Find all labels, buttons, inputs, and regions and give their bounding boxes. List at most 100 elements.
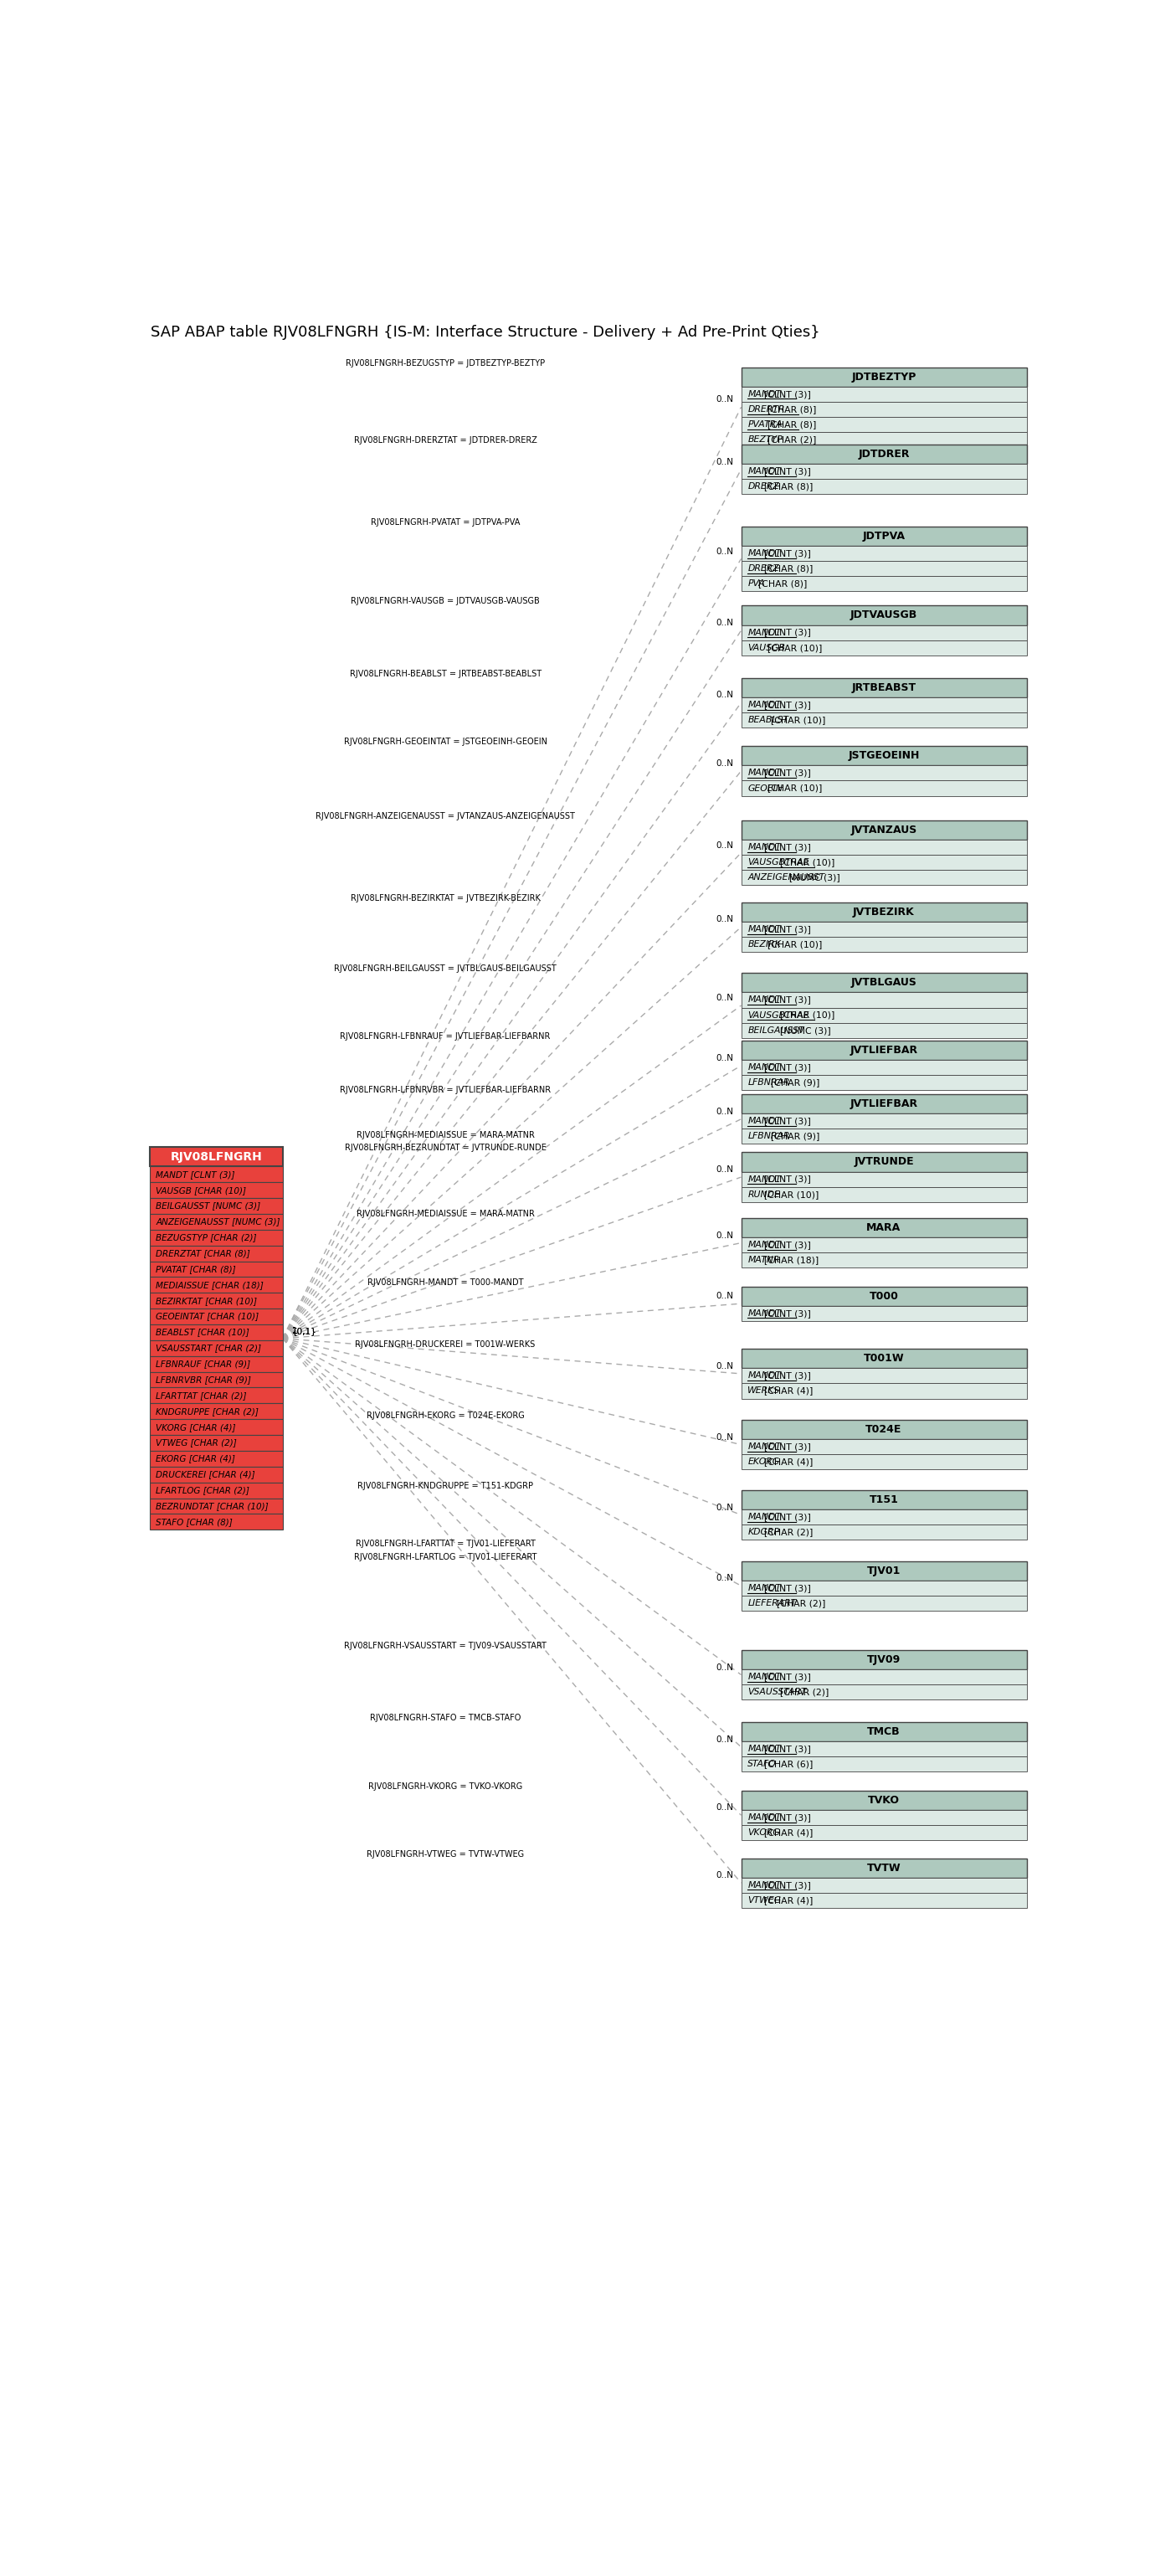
Bar [149,1167,283,1182]
Text: [CHAR (18)]: [CHAR (18)] [765,1257,819,1265]
Text: DRERZ: DRERZ [747,564,780,572]
Bar [149,1450,283,1466]
Text: RJV08LFNGRH-DRERZTAT = JDTDRER-DRERZ: RJV08LFNGRH-DRERZTAT = JDTDRER-DRERZ [353,435,537,446]
Bar [742,1440,1027,1455]
Bar [149,1324,283,1340]
Bar [742,922,1027,938]
Text: 0..N: 0..N [716,546,733,556]
Text: [CHAR (4)]: [CHAR (4)] [765,1386,813,1396]
Bar [149,1340,283,1355]
Bar [742,1151,1027,1172]
Text: 0..N: 0..N [716,1054,733,1061]
Text: VKORG [CHAR (4)]: VKORG [CHAR (4)] [156,1422,236,1432]
Bar [742,840,1027,855]
Text: MANDT: MANDT [747,1814,781,1821]
Text: VSAUSSTART: VSAUSSTART [747,1687,806,1695]
Text: {0,1}: {0,1} [292,1327,318,1334]
Text: MANDT: MANDT [747,549,781,556]
Text: MANDT: MANDT [747,1584,781,1592]
Text: LFBNRAR: LFBNRAR [747,1133,790,1141]
Text: [CLNT (3)]: [CLNT (3)] [765,629,811,636]
Text: [CLNT (3)]: [CLNT (3)] [765,1175,811,1182]
Text: MANDT: MANDT [747,1512,781,1522]
Bar [742,1061,1027,1074]
Bar [742,1669,1027,1685]
Text: VAUSGBTRAE: VAUSGBTRAE [747,858,810,866]
Text: [CLNT (3)]: [CLNT (3)] [765,1880,811,1888]
Bar [742,1350,1027,1368]
Bar [149,1419,283,1435]
Bar [149,1244,283,1262]
Bar [742,1489,1027,1510]
Text: [CLNT (3)]: [CLNT (3)] [765,997,811,1005]
Bar [149,1198,283,1213]
Text: [CLNT (3)]: [CLNT (3)] [765,549,811,556]
Text: 0..N: 0..N [716,1664,733,1672]
Text: [CHAR (10)]: [CHAR (10)] [780,858,835,866]
Bar [742,641,1027,654]
Text: [CHAR (8)]: [CHAR (8)] [768,420,817,428]
Text: MANDT: MANDT [747,389,781,399]
Text: 0..N: 0..N [716,760,733,768]
Text: VTWEG: VTWEG [747,1896,781,1904]
Text: RJV08LFNGRH-LFARTTAT = TJV01-LIEFERART: RJV08LFNGRH-LFARTTAT = TJV01-LIEFERART [356,1540,535,1548]
Text: [CLNT (3)]: [CLNT (3)] [765,466,811,477]
Bar [742,1857,1027,1878]
Bar [742,1685,1027,1700]
Text: [CHAR (10)]: [CHAR (10)] [768,783,822,793]
Text: 0..N: 0..N [716,994,733,1002]
Text: MANDT: MANDT [747,997,781,1005]
Bar [742,1811,1027,1824]
Text: [CHAR (4)]: [CHAR (4)] [765,1829,813,1837]
Bar [742,1893,1027,1909]
Text: 0..N: 0..N [716,1504,733,1512]
Text: [CHAR (8)]: [CHAR (8)] [765,482,813,492]
Bar [742,1561,1027,1579]
Bar [742,1525,1027,1540]
Bar [742,1023,1027,1038]
Text: MANDT: MANDT [747,1370,781,1381]
Text: VKORG: VKORG [747,1829,780,1837]
Bar [742,1595,1027,1610]
Text: RUNDE: RUNDE [747,1190,780,1198]
Text: MANDT: MANDT [747,768,781,778]
Bar [742,526,1027,546]
Text: MANDT: MANDT [747,925,781,933]
Text: ANZEIGENAUSST: ANZEIGENAUSST [747,873,825,881]
Text: LFBNRAUF [CHAR (9)]: LFBNRAUF [CHAR (9)] [156,1360,251,1368]
Text: RJV08LFNGRH-GEOEINTAT = JSTGEOEINH-GEOEIN: RJV08LFNGRH-GEOEINTAT = JSTGEOEINH-GEOEI… [344,737,547,747]
Text: LFARTLOG [CHAR (2)]: LFARTLOG [CHAR (2)] [156,1486,249,1494]
Text: RJV08LFNGRH-MANDT = T000-MANDT: RJV08LFNGRH-MANDT = T000-MANDT [367,1278,523,1285]
Bar [742,1128,1027,1144]
Text: RJV08LFNGRH-PVATAT = JDTPVA-PVA: RJV08LFNGRH-PVATAT = JDTPVA-PVA [371,518,520,526]
Text: RJV08LFNGRH: RJV08LFNGRH [170,1151,262,1162]
Text: [CHAR (2)]: [CHAR (2)] [780,1687,829,1695]
Text: [CHAR (6)]: [CHAR (6)] [765,1759,813,1767]
Text: JRTBEABST: JRTBEABST [851,683,916,693]
Text: JVTANZAUS: JVTANZAUS [851,824,917,835]
Text: JSTGEOEINH: JSTGEOEINH [848,750,919,762]
Text: [CHAR (2)]: [CHAR (2)] [765,1528,813,1535]
Text: [CHAR (9)]: [CHAR (9)] [770,1133,820,1141]
Text: TMCB: TMCB [867,1726,901,1736]
Text: RJV08LFNGRH-LFBNRVBR = JVTLIEFBAR-LIEFBARNR: RJV08LFNGRH-LFBNRVBR = JVTLIEFBAR-LIEFBA… [340,1087,551,1095]
Text: 1: 1 [292,1327,298,1334]
Text: TJV01: TJV01 [867,1566,901,1577]
Text: [CLNT (3)]: [CLNT (3)] [765,1064,811,1072]
Bar [742,871,1027,886]
Text: JDTDRER: JDTDRER [858,448,910,459]
Bar [742,677,1027,698]
Text: [CLNT (3)]: [CLNT (3)] [765,1370,811,1381]
Bar [149,1293,283,1309]
Text: MANDT: MANDT [747,1672,781,1682]
Bar [742,446,1027,464]
Text: ANZEIGENAUSST [NUMC (3)]: ANZEIGENAUSST [NUMC (3)] [156,1218,281,1226]
Text: JVTRUNDE: JVTRUNDE [854,1157,914,1167]
Bar [149,1481,283,1499]
Text: TJV09: TJV09 [867,1654,901,1664]
Text: 0..N: 0..N [716,1870,733,1880]
Text: BEILGAUSST [NUMC (3)]: BEILGAUSST [NUMC (3)] [156,1203,261,1211]
Text: MARA: MARA [866,1221,901,1234]
Text: 0..N: 0..N [716,618,733,626]
Bar [149,1515,283,1530]
